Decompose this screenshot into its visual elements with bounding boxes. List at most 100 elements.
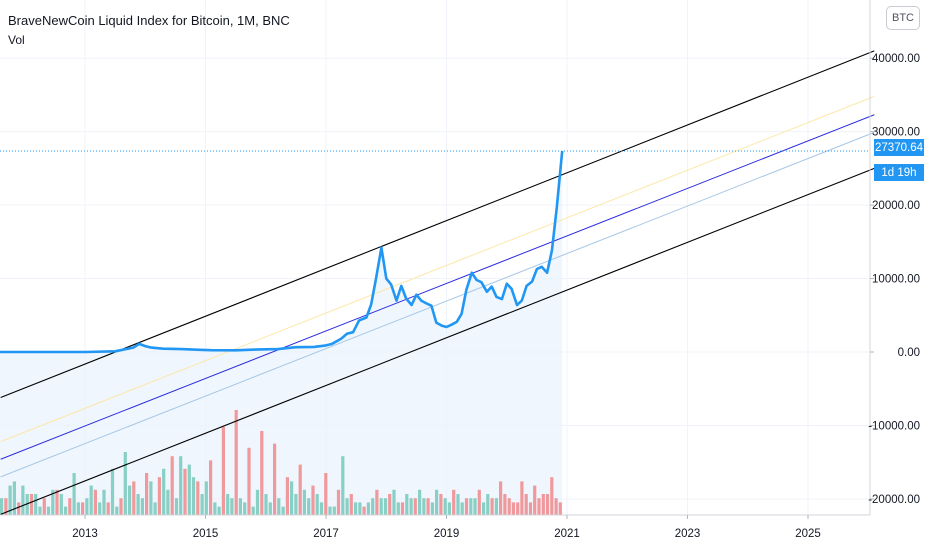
volume-bar-down	[170, 456, 174, 515]
volume-bar-up	[8, 485, 12, 515]
channel-lower-line	[0, 167, 875, 515]
volume-bar-down	[298, 464, 302, 515]
volume-bar-up	[238, 498, 242, 515]
y-tick-label: -20000.00	[868, 494, 920, 506]
volume-label: Vol	[8, 33, 25, 47]
y-tick-label: 20000.00	[872, 200, 920, 212]
volume-bar-up	[251, 506, 255, 515]
volume-bar-up	[149, 481, 153, 515]
volume-bar-up	[264, 494, 268, 515]
volume-bar-up	[268, 502, 272, 515]
volume-bar-up	[243, 502, 247, 515]
volume-bar-up	[128, 485, 132, 515]
volume-bar-down	[554, 498, 558, 515]
volume-bar-down	[81, 502, 85, 515]
last-price-label: 27370.64	[874, 139, 924, 156]
volume-bar-down	[311, 485, 315, 515]
volume-bar-up	[482, 502, 486, 515]
volume-bar-up	[98, 502, 102, 515]
volume-bar-up	[319, 502, 324, 515]
volume-bar-down	[42, 498, 46, 515]
volume-bar-up	[435, 489, 439, 515]
volume-bar-down	[388, 494, 392, 515]
volume-bar-up	[102, 489, 106, 515]
volume-bar-up	[136, 494, 140, 515]
volume-bar-up	[290, 481, 294, 515]
volume-bar-up	[72, 473, 76, 515]
volume-bar-up	[486, 494, 490, 515]
volume-bar-down	[464, 498, 469, 515]
volume-bar-up	[328, 506, 332, 515]
volume-bar-up	[162, 468, 166, 515]
volume-bar-up	[332, 506, 336, 515]
volume-bar-down	[349, 494, 353, 515]
volume-bar-up	[307, 498, 311, 515]
volume-bar-down	[439, 494, 443, 515]
volume-bar-up	[494, 498, 498, 515]
volume-bar-down	[375, 489, 379, 515]
volume-bar-up	[430, 502, 434, 515]
volume-bar-down	[558, 502, 562, 515]
price-line[interactable]	[0, 150, 870, 354]
volume-bar-up	[396, 502, 400, 515]
volume-bar-up	[187, 464, 191, 515]
trend-channel[interactable]	[0, 50, 875, 515]
volume-bar-down	[119, 498, 123, 515]
chart-title: BraveNewCoin Liquid Index for Bitcoin, 1…	[8, 13, 290, 28]
volume-bar-up	[341, 456, 345, 515]
volume-bar-up	[140, 498, 144, 515]
volume-bar-down	[511, 502, 515, 515]
price-area-fill	[0, 151, 563, 515]
channel-lower-inner-line	[0, 131, 875, 478]
volume-bar-up	[392, 489, 396, 515]
volume-bar-down	[503, 494, 507, 515]
volume-bar-down	[55, 489, 59, 515]
volume-bar-up	[379, 498, 383, 515]
y-tick-label: 40000.00	[872, 53, 920, 65]
volume-bar-down	[209, 460, 213, 515]
volume-bar-down	[93, 489, 97, 515]
volume-bar-up	[123, 452, 127, 515]
volume-bar-up	[59, 494, 63, 515]
volume-bar-down	[221, 426, 225, 515]
volume-bar-up	[200, 494, 204, 515]
volume-bar-up	[469, 498, 473, 515]
y-tick-label: 10000.00	[872, 274, 920, 286]
volume-bar-down	[545, 494, 550, 515]
volume-bar-up	[281, 506, 285, 515]
volume-bar-up	[354, 502, 358, 515]
volume-bar-up	[38, 506, 42, 515]
x-tick-label: 2019	[434, 528, 460, 540]
countdown-label: 1d 19h	[874, 164, 924, 181]
volume-bar-up	[217, 506, 221, 515]
volume-bar-down	[400, 502, 405, 515]
volume-bar-up	[179, 456, 183, 515]
volume-bar-up	[204, 481, 208, 515]
volume-bar-up	[422, 498, 426, 515]
currency-button[interactable]: BTC	[886, 6, 920, 30]
volume-bar-up	[447, 502, 451, 515]
volume-bar-up	[76, 502, 80, 515]
volume-bar-down	[17, 502, 21, 515]
volume-bar-up	[153, 502, 157, 515]
volume-bar-down	[336, 489, 341, 515]
volume-bar-up	[315, 494, 319, 515]
volume-bar-down	[157, 477, 161, 515]
volume-bar-down	[4, 498, 8, 515]
volume-bar-down	[499, 481, 503, 515]
volume-bar-up	[0, 498, 4, 515]
volume-bar-down	[490, 498, 494, 515]
volume-bar-down	[413, 498, 417, 515]
volume-bar-down	[452, 489, 456, 515]
price-series-line	[0, 150, 564, 354]
volume-bar-up	[230, 498, 234, 515]
volume-bar-down	[362, 506, 366, 515]
x-tick-label: 2013	[72, 528, 98, 540]
volume-bar-down	[507, 498, 511, 515]
x-tick-label: 2017	[313, 528, 339, 540]
volume-bar-down	[520, 481, 524, 515]
volume-bar-up	[25, 494, 29, 515]
volume-bar-down	[550, 477, 554, 515]
volume-bar-up	[174, 498, 179, 515]
